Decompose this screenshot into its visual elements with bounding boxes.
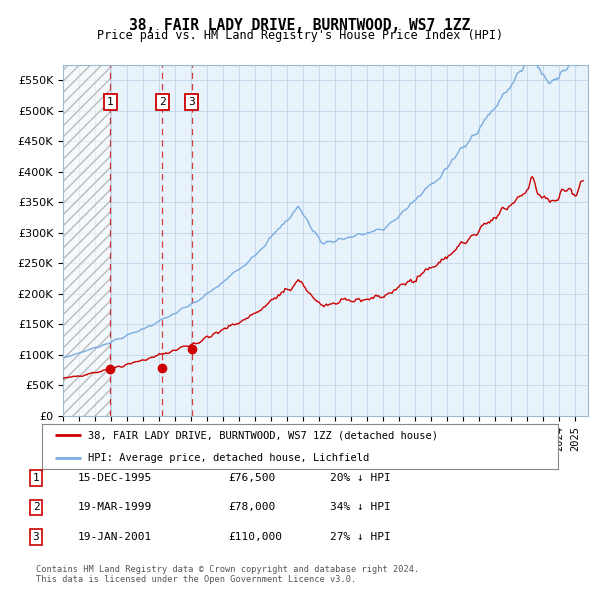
Text: 1: 1 <box>107 97 114 107</box>
Text: £110,000: £110,000 <box>228 532 282 542</box>
Text: £78,000: £78,000 <box>228 503 275 512</box>
Bar <box>63 65 110 416</box>
Text: 2: 2 <box>159 97 166 107</box>
Text: Price paid vs. HM Land Registry's House Price Index (HPI): Price paid vs. HM Land Registry's House … <box>97 29 503 42</box>
Text: 3: 3 <box>32 532 40 542</box>
Text: £76,500: £76,500 <box>228 473 275 483</box>
Text: 15-DEC-1995: 15-DEC-1995 <box>78 473 152 483</box>
Text: 27% ↓ HPI: 27% ↓ HPI <box>330 532 391 542</box>
Text: 19-JAN-2001: 19-JAN-2001 <box>78 532 152 542</box>
Text: HPI: Average price, detached house, Lichfield: HPI: Average price, detached house, Lich… <box>88 453 370 463</box>
Text: Contains HM Land Registry data © Crown copyright and database right 2024.: Contains HM Land Registry data © Crown c… <box>36 565 419 574</box>
Text: 3: 3 <box>188 97 195 107</box>
Text: This data is licensed under the Open Government Licence v3.0.: This data is licensed under the Open Gov… <box>36 575 356 584</box>
Text: 1: 1 <box>32 473 40 483</box>
Text: 19-MAR-1999: 19-MAR-1999 <box>78 503 152 512</box>
Text: 20% ↓ HPI: 20% ↓ HPI <box>330 473 391 483</box>
Bar <box>63 65 110 416</box>
Text: 38, FAIR LADY DRIVE, BURNTWOOD, WS7 1ZZ (detached house): 38, FAIR LADY DRIVE, BURNTWOOD, WS7 1ZZ … <box>88 431 439 440</box>
Text: 2: 2 <box>32 503 40 512</box>
Text: 34% ↓ HPI: 34% ↓ HPI <box>330 503 391 512</box>
Text: 38, FAIR LADY DRIVE, BURNTWOOD, WS7 1ZZ: 38, FAIR LADY DRIVE, BURNTWOOD, WS7 1ZZ <box>130 18 470 32</box>
